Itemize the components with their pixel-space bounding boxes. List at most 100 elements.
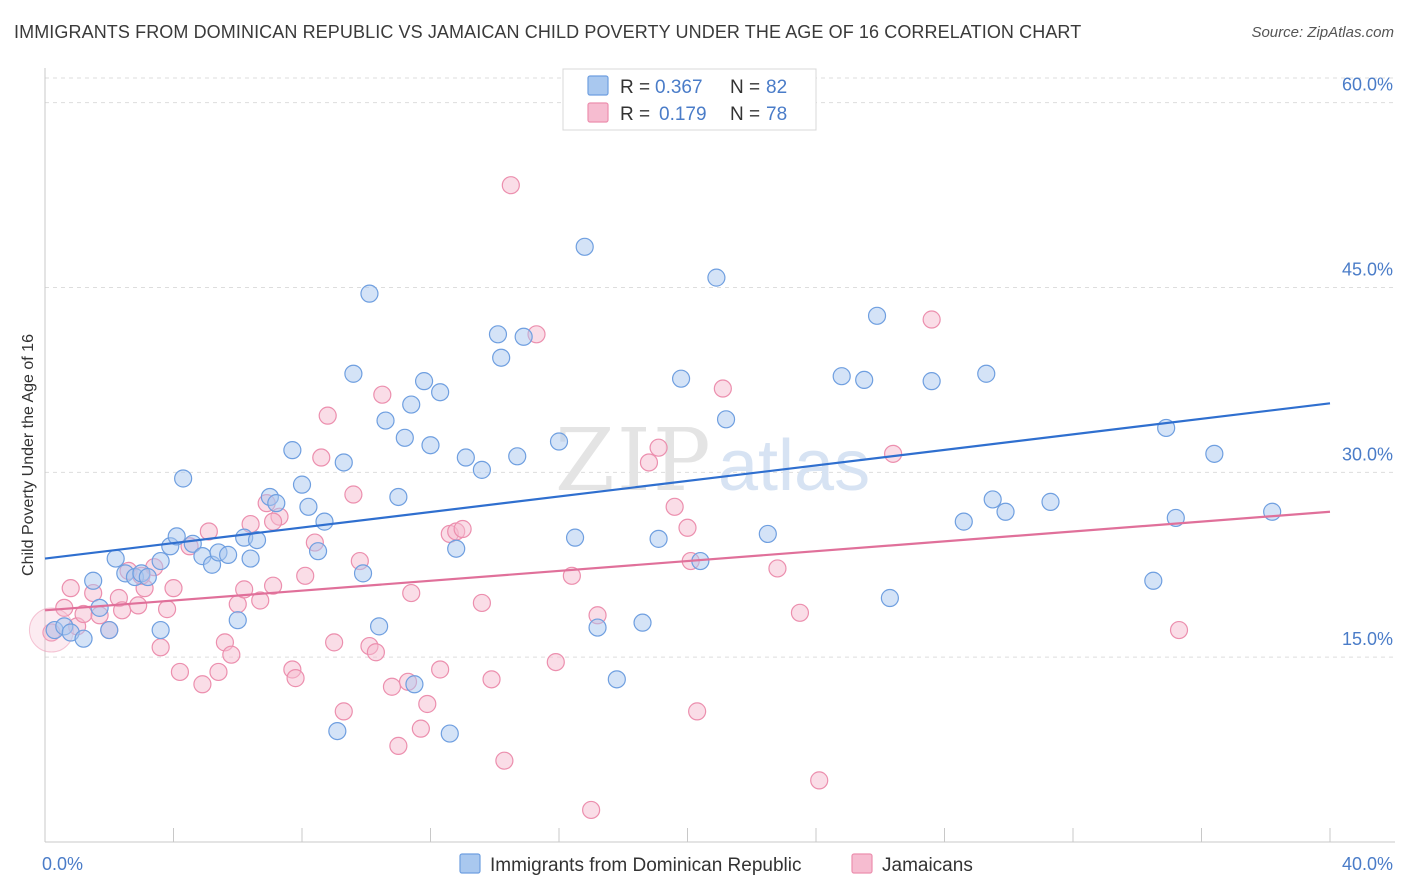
dominican-point-62 (758, 524, 777, 544)
dominican-point-67 (922, 372, 941, 391)
dominican-point-3 (74, 629, 93, 648)
jamaican-point-39 (344, 485, 363, 504)
legend-n-value-2: 78 (766, 104, 787, 125)
jamaican-point-59 (546, 652, 565, 672)
dominican-point-61 (716, 410, 736, 429)
jamaican-point-68 (688, 702, 707, 721)
dominican-point-38 (389, 487, 408, 507)
dominican-point-40 (402, 395, 421, 414)
jamaican-point-45 (389, 736, 408, 755)
dominican-point-5 (90, 598, 109, 617)
jamaican-point-43 (373, 385, 392, 404)
jamaican-point-17 (170, 662, 190, 682)
dominican-point-57 (649, 529, 668, 548)
watermark-atlas: atlas (718, 426, 870, 506)
y-tick-labels: 15.0% 30.0% 45.0% 60.0% (1342, 75, 1393, 650)
jamaican-point-2 (61, 579, 80, 598)
jamaican-point-61 (582, 800, 601, 820)
dominican-point-30 (308, 542, 328, 561)
jamaican-point-69 (713, 379, 732, 398)
jamaican-point-72 (810, 771, 829, 790)
jamaican-point-21 (209, 662, 228, 682)
jamaican-point-73 (883, 444, 903, 463)
jamaican-point-27 (251, 591, 270, 610)
jamaican-trend-line (44, 510, 1331, 612)
legend-n-label-1: N = (730, 77, 760, 98)
dominican-point-12 (151, 551, 170, 571)
bottom-legend-swatch-pink (851, 853, 873, 874)
bottom-legend-label-jamaicans: Jamaicans (882, 855, 973, 876)
jamaican-point-71 (790, 603, 810, 622)
jamaican-point-76 (263, 512, 283, 531)
dominican-point-41 (414, 372, 434, 391)
dominican-point-37 (376, 411, 395, 430)
jamaican-point-65 (665, 497, 684, 516)
jamaican-point-64 (649, 438, 668, 457)
legend-r-label-2: R = (620, 104, 650, 125)
dominican-point-53 (575, 237, 594, 256)
dominican-point-47 (488, 325, 508, 344)
jamaican-point-47 (402, 583, 421, 603)
dominican-point-72 (1041, 492, 1060, 511)
dominican-point-4 (84, 571, 103, 590)
y-tick-label-2: 45.0% (1342, 259, 1393, 279)
jamaican-point-36 (318, 406, 337, 425)
legend-r-value-1: 0.367 (655, 77, 703, 98)
dominican-point-29 (299, 497, 318, 516)
dominican-trend-line (44, 402, 1331, 560)
jamaican-point-23 (222, 645, 241, 664)
dominican-point-48 (492, 348, 511, 367)
dominican-point-73 (1144, 571, 1163, 590)
x-tick-label-max: 40.0% (1342, 854, 1393, 874)
dominican-points (45, 237, 1282, 743)
dominican-point-15 (174, 469, 193, 488)
dominican-point-24 (247, 530, 267, 550)
dominican-point-45 (456, 448, 475, 467)
legend-swatch-blue (587, 75, 609, 96)
trend-lines (44, 402, 1331, 612)
dominican-point-31 (315, 512, 334, 531)
dominican-point-20 (219, 545, 238, 564)
dominican-point-14 (167, 527, 186, 546)
dominican-point-58 (671, 369, 691, 388)
jamaican-point-38 (334, 702, 353, 721)
y-tick-label-1: 30.0% (1342, 444, 1393, 464)
jamaican-point-11 (129, 596, 148, 615)
jamaican-point-33 (296, 566, 315, 585)
dominican-point-79 (328, 721, 347, 741)
bottom-legend-swatch-blue (459, 853, 481, 874)
jamaican-point-57 (501, 176, 520, 195)
dominican-point-60 (707, 268, 726, 287)
jamaican-point-37 (325, 633, 344, 652)
jamaican-point-14 (151, 638, 170, 657)
dominican-point-44 (447, 539, 466, 558)
jamaican-point-15 (157, 600, 177, 619)
dominican-point-46 (472, 460, 491, 479)
jamaican-point-75 (1169, 620, 1189, 640)
axes (44, 68, 1395, 843)
y-axis-label: Child Poverty Under the Age of 16 (20, 334, 37, 576)
dominican-point-39 (395, 428, 414, 447)
legend-swatch-pink (587, 102, 609, 123)
dominican-point-51 (549, 432, 569, 451)
dominican-point-26 (267, 494, 286, 513)
y-tick-label-0: 15.0% (1342, 629, 1393, 649)
dominican-point-6 (100, 620, 119, 640)
dominican-point-69 (977, 364, 996, 383)
dominican-point-33 (344, 364, 363, 383)
jamaican-point-60 (562, 566, 581, 585)
legend: R = 0.367 N = 82 R = 0.179 N = 78 (562, 68, 817, 131)
grid-lines (45, 77, 1395, 658)
legend-n-value-1: 82 (766, 77, 787, 98)
jamaican-point-55 (482, 670, 501, 689)
dominican-point-49 (508, 447, 527, 466)
dominican-point-56 (633, 613, 652, 632)
jamaican-point-54 (472, 593, 491, 613)
jamaican-point-42 (366, 643, 385, 662)
legend-r-label-1: R = (620, 77, 650, 98)
dominican-point-55 (607, 670, 626, 689)
dominican-point-36 (370, 617, 389, 636)
jamaican-point-53 (453, 519, 472, 539)
dominican-point-21 (228, 611, 247, 630)
dominican-point-65 (867, 306, 887, 325)
